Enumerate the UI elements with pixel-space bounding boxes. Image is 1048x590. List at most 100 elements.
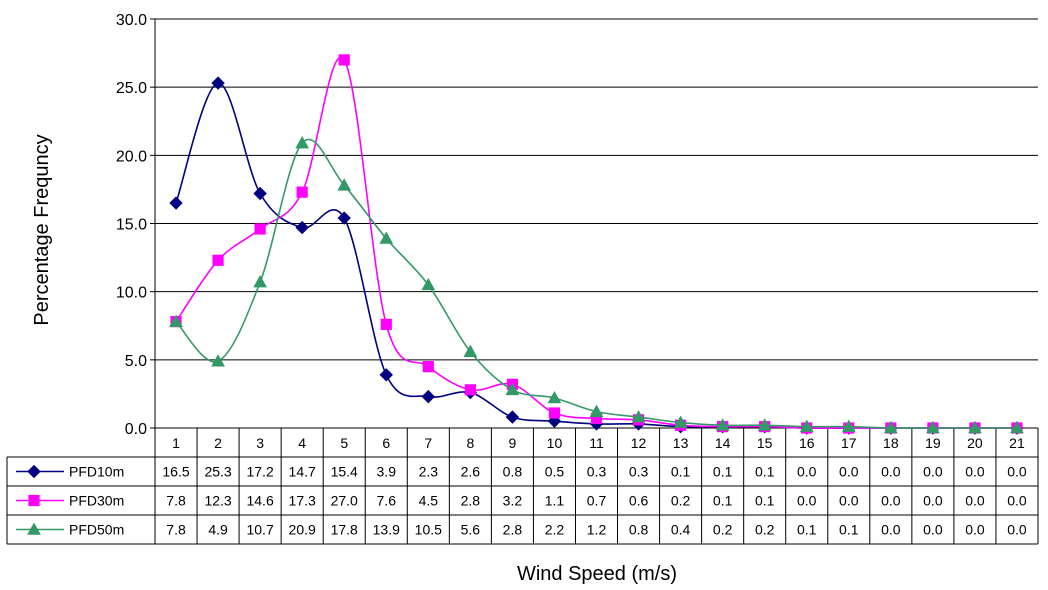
data-label: 14.7 xyxy=(289,464,316,480)
series-line-PFD10m xyxy=(175,82,1017,429)
data-label: 7.8 xyxy=(166,493,186,509)
x-tick-label: 15 xyxy=(757,435,773,451)
data-label: 17.2 xyxy=(246,464,273,480)
legend-marker xyxy=(27,522,41,535)
data-point xyxy=(337,178,352,191)
data-label: 0.0 xyxy=(881,464,901,480)
data-point xyxy=(883,420,898,434)
y-tick-label: 20.0 xyxy=(116,148,147,165)
data-label: 0.0 xyxy=(923,522,943,538)
data-label: 0.8 xyxy=(629,522,649,538)
data-point xyxy=(421,389,436,404)
data-label: 0.2 xyxy=(671,493,691,509)
data-label: 4.5 xyxy=(419,493,439,509)
data-label: 0.1 xyxy=(713,493,733,509)
data-label: 1.2 xyxy=(587,522,607,538)
data-label: 25.3 xyxy=(204,464,231,480)
x-tick-label: 5 xyxy=(340,435,348,451)
y-axis-label: Percentage Frequncy xyxy=(31,134,53,325)
data-point xyxy=(212,254,224,266)
data-label: 0.3 xyxy=(587,464,607,480)
data-point xyxy=(464,384,476,396)
y-tick-label: 0.0 xyxy=(125,421,147,438)
data-label: 17.3 xyxy=(289,493,316,509)
data-point xyxy=(295,220,309,235)
data-point xyxy=(421,277,436,291)
data-label: 0.1 xyxy=(713,464,733,480)
data-label: 0.0 xyxy=(839,464,859,480)
data-point xyxy=(1010,420,1024,434)
data-label: 0.1 xyxy=(755,464,775,480)
data-point xyxy=(422,361,434,373)
data-label: 0.0 xyxy=(881,493,901,509)
x-axis-label: Wind Speed (m/s) xyxy=(517,563,677,585)
data-label: 0.1 xyxy=(839,522,859,538)
data-label: 2.8 xyxy=(461,493,481,509)
data-point xyxy=(211,354,225,367)
data-label: 16.5 xyxy=(162,464,189,480)
data-point xyxy=(337,211,351,225)
data-point xyxy=(799,419,814,432)
data-label: 0.0 xyxy=(839,493,859,509)
y-tick-label: 25.0 xyxy=(116,80,147,97)
data-label: 0.0 xyxy=(923,464,943,480)
series-layer xyxy=(169,54,1024,435)
x-tick-label: 19 xyxy=(925,435,941,451)
data-point xyxy=(296,186,308,198)
data-label: 7.6 xyxy=(377,493,397,509)
x-tick-label: 21 xyxy=(1009,435,1025,451)
data-point xyxy=(463,344,478,357)
data-label: 2.3 xyxy=(419,464,439,480)
data-label: 3.2 xyxy=(503,493,523,509)
x-tick-label: 3 xyxy=(256,435,264,451)
series-line-PFD50m xyxy=(175,138,1017,429)
legend-label: PFD10m xyxy=(69,464,124,480)
legend-label: PFD50m xyxy=(69,522,124,538)
legend-label: PFD30m xyxy=(69,493,124,509)
data-label: 0.1 xyxy=(671,464,691,480)
data-label: 0.0 xyxy=(881,522,901,538)
data-point xyxy=(379,231,394,244)
data-point xyxy=(968,420,982,434)
data-label: 2.8 xyxy=(503,522,523,538)
data-label: 0.3 xyxy=(629,464,649,480)
data-label: 13.9 xyxy=(373,522,400,538)
data-point xyxy=(589,404,604,417)
data-label: 12.3 xyxy=(204,493,231,509)
x-tick-label: 1 xyxy=(172,435,180,451)
data-point xyxy=(254,223,266,235)
data-label: 0.0 xyxy=(797,493,817,509)
data-label: 4.9 xyxy=(208,522,228,538)
data-point xyxy=(169,196,183,210)
data-point xyxy=(631,410,646,423)
data-label: 0.0 xyxy=(1007,493,1027,509)
x-tick-label: 6 xyxy=(382,435,390,451)
data-label: 0.2 xyxy=(755,522,775,538)
data-label: 17.8 xyxy=(331,522,358,538)
data-label: 2.2 xyxy=(545,522,565,538)
x-tick-label: 17 xyxy=(841,435,857,451)
data-point xyxy=(841,419,856,432)
x-tick-label: 8 xyxy=(466,435,474,451)
x-tick-label: 13 xyxy=(673,435,689,451)
y-tick-label: 30.0 xyxy=(116,12,147,29)
data-label: 0.1 xyxy=(797,522,817,538)
data-label: 15.4 xyxy=(331,464,358,480)
data-point xyxy=(253,275,267,288)
x-tick-label: 16 xyxy=(799,435,815,451)
x-tick-label: 20 xyxy=(967,435,983,451)
data-label: 2.6 xyxy=(461,464,481,480)
data-point xyxy=(253,186,267,201)
data-label: 0.2 xyxy=(713,522,733,538)
y-tick-label: 5.0 xyxy=(125,353,147,370)
data-label: 0.0 xyxy=(923,493,943,509)
data-point xyxy=(547,390,562,404)
data-label: 7.8 xyxy=(166,522,186,538)
x-tick-label: 9 xyxy=(509,435,517,451)
data-label: 0.6 xyxy=(629,493,649,509)
data-label: 0.0 xyxy=(965,464,985,480)
data-label: 0.0 xyxy=(1007,464,1027,480)
series-line-PFD30m xyxy=(175,56,1017,429)
